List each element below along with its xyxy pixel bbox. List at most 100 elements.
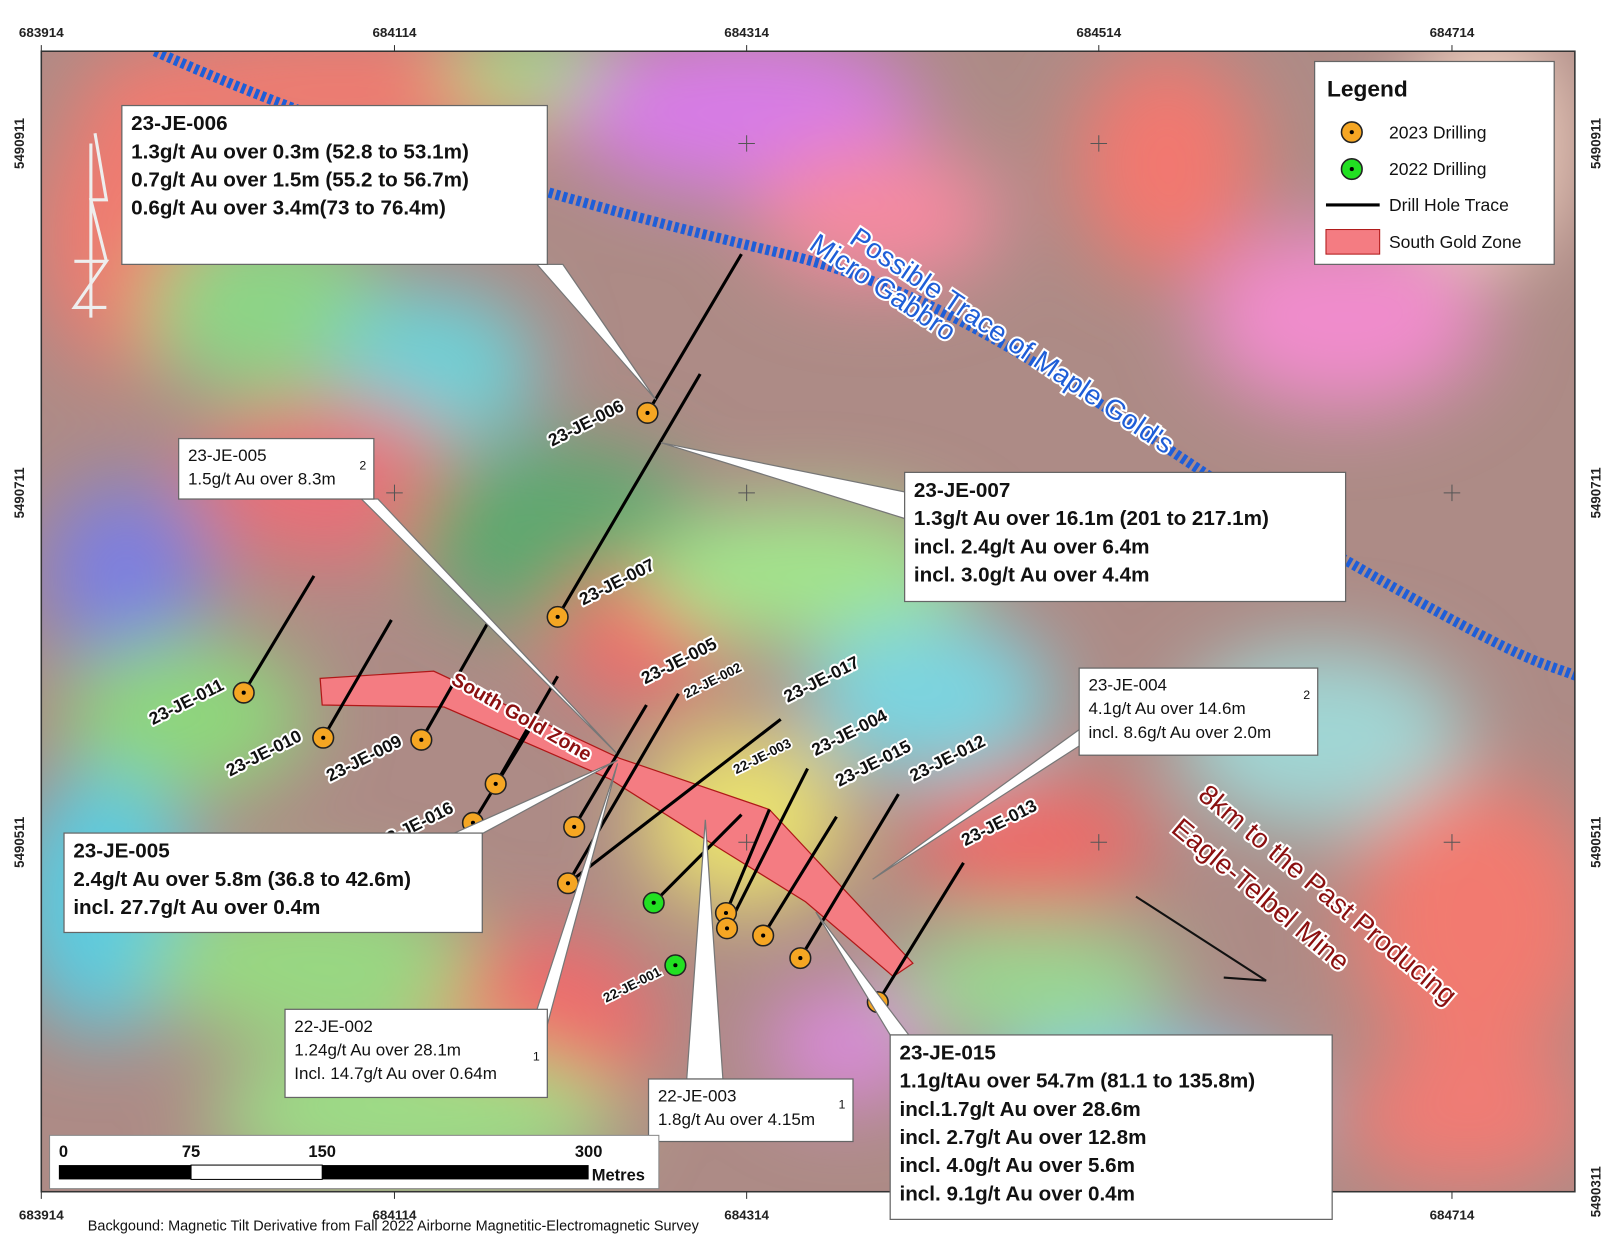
footnote-mark: 1	[839, 1098, 846, 1112]
scale-box	[49, 1134, 660, 1190]
legend-symbol-dot	[1349, 167, 1354, 172]
legend-symbol-dot	[1349, 130, 1354, 135]
scale-seg	[58, 1165, 192, 1180]
callout-line: 22-JE-003	[658, 1087, 737, 1106]
callout-line: incl. 3.0g/t Au over 4.4m	[914, 564, 1150, 587]
scale-label: 0	[59, 1143, 68, 1161]
scale-seg	[322, 1165, 589, 1180]
collar-dot	[555, 614, 560, 619]
drill-trace	[471, 716, 539, 824]
callout-line: 22-JE-002	[294, 1017, 373, 1036]
x-coord-top: 684114	[372, 25, 417, 40]
callout-line: incl. 4.0g/t Au over 5.6m	[899, 1154, 1135, 1177]
callout-line: 2.4g/t Au over 5.8m (36.8 to 42.6m)	[73, 868, 411, 891]
scale-label: 75	[182, 1143, 200, 1161]
y-coord-left: 5490711	[12, 467, 27, 519]
callout-box	[889, 1034, 1333, 1220]
grid-cross	[738, 834, 755, 851]
drill-trace	[566, 692, 680, 885]
callout-box	[647, 1078, 854, 1143]
x-coord-bottom: 683914	[19, 1207, 64, 1222]
drill-trace	[761, 815, 838, 937]
x-coord-top: 684514	[1076, 25, 1121, 40]
callout-line: 0.6g/t Au over 3.4m(73 to 76.4m)	[131, 197, 446, 220]
x-coord-top: 683914	[19, 25, 64, 40]
callout-line: 1.24g/t Au over 28.1m	[294, 1040, 461, 1059]
collar-dot	[565, 881, 571, 886]
callout-line: incl. 2.7g/t Au over 12.8m	[899, 1126, 1146, 1149]
collar-dot	[493, 781, 498, 786]
x-coord-bottom: 684314	[724, 1207, 769, 1222]
footnote-mark: 2	[359, 458, 366, 472]
x-coord-top: 684314	[724, 25, 769, 40]
footnote-mark: 2	[1303, 688, 1310, 702]
drill-trace	[646, 253, 743, 414]
collar-dot	[419, 737, 424, 742]
y-coord-right: 5490511	[1589, 816, 1604, 868]
callout-line: Incl. 14.7g/t Au over 0.64m	[294, 1064, 497, 1083]
footnote-mark: 1	[533, 1050, 540, 1064]
callout-box	[904, 471, 1347, 603]
drill-trace	[556, 373, 702, 618]
y-coord-left: 5490511	[12, 816, 27, 868]
callout-box	[284, 1008, 548, 1099]
y-coord-right: 5490711	[1589, 467, 1604, 519]
scale-unit: Metres	[592, 1166, 645, 1184]
drill-trace	[652, 813, 743, 904]
callout-box	[1078, 667, 1319, 756]
drill-trace	[725, 767, 809, 930]
grid-cross	[1090, 135, 1108, 152]
x-coord-bottom: 684114	[372, 1207, 417, 1222]
callout-line: 23-JE-006	[131, 112, 227, 135]
callout-box	[121, 104, 548, 265]
collar-dot	[798, 956, 803, 961]
callout-line: incl. 8.6g/t Au over 2.0m	[1088, 723, 1271, 742]
drill-trace	[572, 704, 648, 828]
callout-line: 1.1g/tAu over 54.7m (81.1 to 135.8m)	[899, 1070, 1255, 1093]
legend-label: 2022 Drilling	[1389, 159, 1486, 179]
grid-cross	[1443, 834, 1461, 851]
callout-line: incl.1.7g/t Au over 28.6m	[899, 1098, 1140, 1121]
callout-line: 1.3g/t Au over 0.3m (52.8 to 53.1m)	[131, 140, 469, 163]
callout-line: 23-JE-005	[73, 840, 169, 863]
drill-trace	[242, 575, 316, 694]
legend-label: 2023 Drilling	[1389, 122, 1486, 142]
callout-line: 23-JE-015	[899, 1042, 995, 1065]
x-coord-bottom: 684714	[1430, 1207, 1475, 1222]
y-coord-right: 5490311	[1589, 1166, 1604, 1218]
grid-cross	[738, 484, 755, 502]
callout-line: 23-JE-004	[1088, 676, 1167, 695]
drill-trace	[321, 619, 393, 739]
y-coord-left: 5490911	[12, 117, 27, 169]
callout-line: 0.7g/t Au over 1.5m (55.2 to 56.7m)	[131, 169, 469, 192]
drill-trace	[724, 808, 771, 914]
collar-dot	[645, 410, 650, 415]
grid-cross	[1090, 834, 1108, 851]
drill-trace	[876, 861, 965, 1003]
callout-line: 1.8g/t Au over 4.15m	[658, 1110, 815, 1129]
callout-box	[178, 437, 375, 500]
legend-symbol	[1325, 229, 1381, 255]
collar-dot	[572, 824, 577, 829]
legend-label: Drill Hole Trace	[1389, 195, 1509, 215]
legend-title: Legend	[1327, 76, 1408, 101]
north-arrow	[71, 132, 110, 318]
grid-cross	[738, 135, 755, 152]
callout-line: 23-JE-005	[188, 446, 267, 465]
callout-line: 1.5g/t Au over 8.3m	[188, 470, 336, 489]
scale-label: 300	[575, 1143, 603, 1161]
callout-box	[63, 832, 483, 934]
callout-line: 4.1g/t Au over 14.6m	[1088, 699, 1245, 718]
legend-label: South Gold Zone	[1389, 232, 1522, 252]
drill-trace	[567, 718, 782, 885]
map-frame	[40, 50, 1576, 1193]
drill-trace	[799, 793, 900, 959]
drill-trace	[419, 619, 491, 741]
collar-dot	[651, 900, 656, 905]
collar-dot	[321, 735, 326, 740]
grid-cross	[1443, 484, 1461, 502]
callout-line: 23-JE-007	[914, 479, 1010, 502]
y-coord-right: 5490911	[1589, 117, 1604, 169]
